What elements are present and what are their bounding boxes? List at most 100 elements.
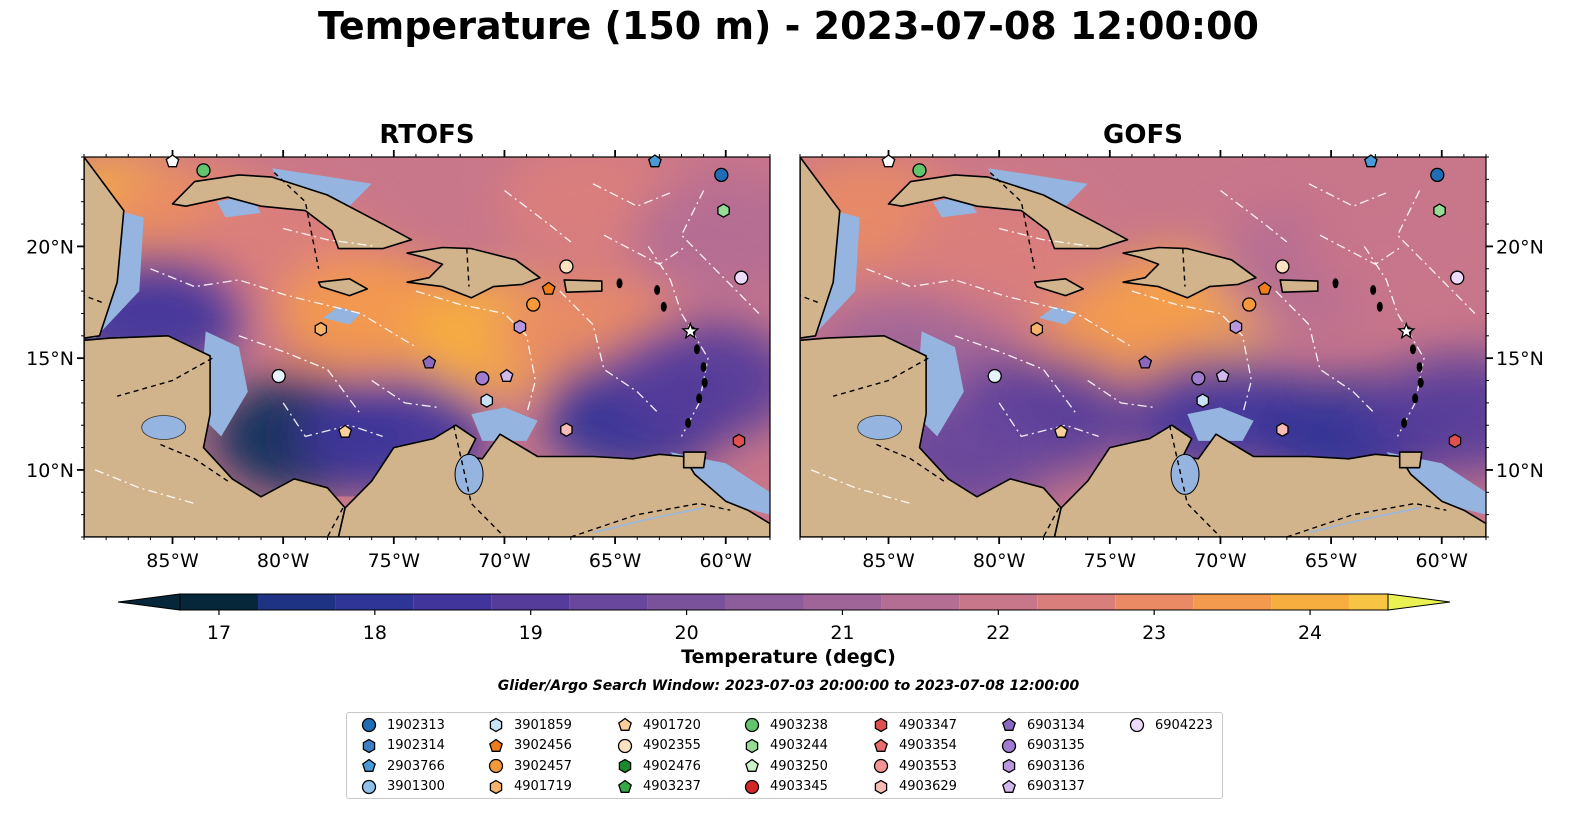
legend-label: 6903134 (1027, 717, 1085, 733)
eez-line (1087, 379, 1155, 409)
colorbar-tick-label: 21 (830, 622, 854, 644)
island (685, 418, 692, 428)
island (1370, 285, 1377, 295)
circle-marker-icon (617, 738, 633, 753)
colorbar-tick-label: 18 (363, 622, 387, 644)
country-border (1182, 248, 1186, 287)
platform-marker-4903347 (1448, 433, 1462, 449)
eez-line (999, 227, 1093, 248)
country-border (117, 357, 213, 397)
land-hispaniola (406, 246, 541, 299)
axes-frame (83, 156, 771, 538)
platform-marker-1902313 (1430, 167, 1445, 183)
colorbar-label: Temperature (degC) (681, 646, 896, 668)
pentagon-marker-icon (618, 717, 632, 731)
legend-marker-3901300 (361, 779, 377, 794)
platform-marker-4901719 (314, 321, 328, 337)
eez-line (1396, 190, 1476, 314)
eez-line (1131, 290, 1253, 415)
country-border (84, 294, 102, 303)
map-panel-gofs: 85°W 80°W 75°W 70°W 65°W 60°W 10°N 15°N 20°N (799, 150, 1544, 572)
legend-item: 4903345 (744, 777, 828, 797)
colorbar-swatch (959, 594, 1038, 610)
platform-marker-extra-b (881, 154, 896, 168)
x-tick-label: 65°W (1305, 550, 1358, 572)
island (654, 285, 661, 295)
country-border (452, 425, 505, 537)
circle-marker-icon (873, 758, 889, 774)
colorbar-swatch (413, 594, 492, 610)
eez-line (282, 402, 383, 438)
shallow-shelf (272, 168, 372, 207)
colorbar-swatch (725, 594, 804, 610)
land-jamaica (317, 277, 369, 297)
platform-marker-4901720 (1054, 424, 1069, 438)
eez-line (371, 379, 439, 409)
platform-marker-4902355 (1275, 259, 1290, 274)
hexagon-marker-icon (618, 758, 632, 774)
y-tick-label: 15°N (26, 348, 74, 370)
temperature-cell (630, 175, 770, 296)
legend-label: 6903137 (1027, 779, 1085, 794)
legend-marker-4903237 (618, 779, 632, 793)
platform-marker-3901859 (1196, 393, 1210, 408)
axes-frame (799, 156, 1487, 538)
circle-marker-icon (1129, 717, 1145, 733)
legend-label: 6903136 (1027, 758, 1085, 774)
shallow-shelf (199, 331, 248, 437)
colorbar-swatch (647, 594, 726, 610)
legend-item: 1902314 (361, 736, 445, 756)
legend-label: 4903237 (643, 779, 701, 794)
legend-marker-4903250 (745, 758, 759, 772)
platform-marker-4902355 (559, 259, 574, 274)
legend-item: 3902456 (488, 736, 572, 756)
colorbar: 17 18 19 20 21 22 23 24 (117, 593, 1451, 644)
lake-maracaibo (1170, 453, 1200, 495)
legend-item: 4901719 (488, 777, 572, 797)
x-tick-label: 60°W (700, 550, 753, 572)
legend-item: 4903244 (744, 736, 828, 756)
legend-marker-4903238 (744, 717, 760, 733)
eez-line (954, 335, 1078, 415)
platform-marker-4903347 (732, 433, 746, 449)
y-tick-label: 10°N (1496, 460, 1544, 482)
legend-marker-1902314 (362, 738, 376, 753)
legend-item: 4903237 (617, 777, 701, 797)
legend-marker-4903345 (744, 779, 760, 794)
legend-label: 3901859 (514, 717, 572, 733)
legend-marker-6903137 (1002, 779, 1016, 793)
legend-label: 4903347 (899, 717, 957, 733)
legend-item: 3901300 (361, 777, 445, 797)
platform-marker-extra-a (987, 368, 1002, 384)
legend-marker-4901720 (618, 717, 632, 731)
x-tick-label: 70°W (478, 550, 531, 572)
platform-marker-4903238 (196, 163, 211, 178)
colorbar-tick-label: 22 (986, 622, 1010, 644)
figure-title: Temperature (150 m) - 2023-07-08 12:00:0… (317, 4, 1259, 48)
eez-line (1319, 234, 1403, 266)
x-tick-label: 85°W (862, 550, 915, 572)
legend-label: 4903244 (770, 738, 828, 753)
legend-label: 2903766 (387, 758, 445, 774)
circle-marker-icon (1001, 738, 1017, 753)
legend-item: 4902476 (617, 756, 701, 776)
country-border (570, 502, 731, 537)
colorbar-tick-label: 17 (207, 622, 231, 644)
island (700, 362, 707, 373)
legend-item: 3902457 (488, 756, 572, 776)
platform-marker-4901719 (1030, 321, 1044, 337)
hexagon-marker-icon (874, 717, 888, 733)
platform-marker-4903238 (912, 163, 927, 178)
y-tick-label: 10°N (26, 460, 74, 482)
legend-item: 4903629 (873, 777, 957, 797)
legend-item: 6904223 (1129, 715, 1213, 735)
legend-marker-4903553 (873, 758, 889, 774)
legend-label: 6903135 (1027, 738, 1085, 753)
platform-legend: 1902313 1902314 2903766 3901300 3901859 39024… (346, 712, 1223, 799)
shallow-shelf (1187, 407, 1254, 441)
colorbar-swatch (335, 594, 414, 610)
platform-marker-4901720 (338, 424, 353, 438)
island (660, 301, 667, 312)
search-window-text: Glider/Argo Search Window: 2023-07-03 20… (497, 678, 1080, 694)
platform-marker-4903629 (560, 422, 573, 437)
